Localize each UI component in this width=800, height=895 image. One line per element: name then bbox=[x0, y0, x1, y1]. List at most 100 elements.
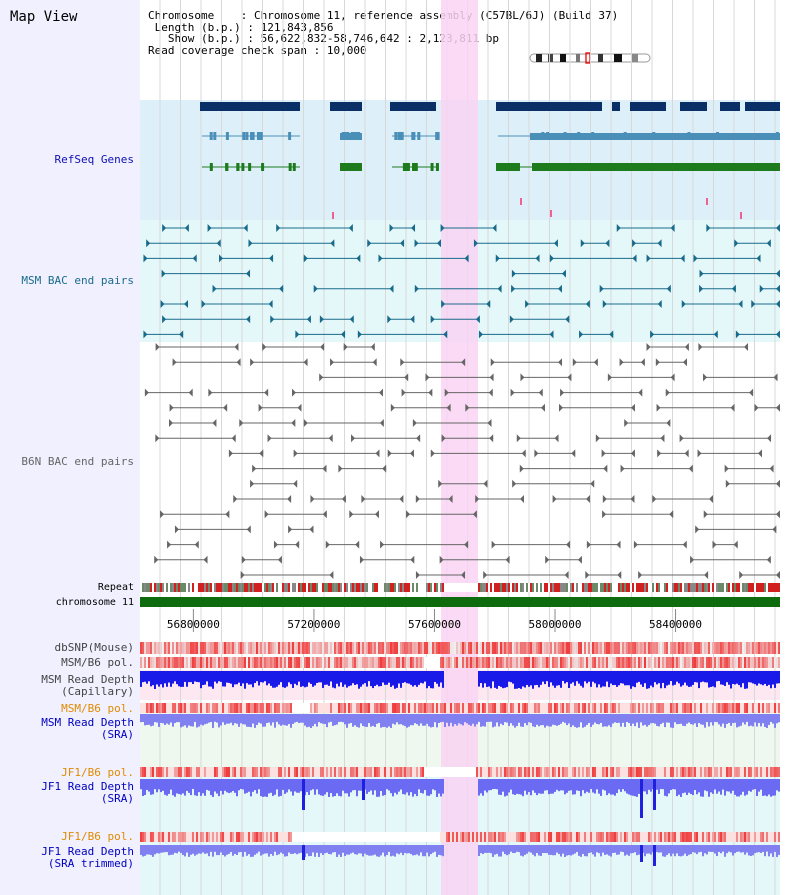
heat-bin bbox=[568, 767, 570, 777]
page-title: Map View bbox=[10, 9, 78, 25]
msm-bac-end bbox=[146, 239, 151, 248]
heat-bin bbox=[552, 657, 554, 668]
heat-bin bbox=[462, 767, 464, 777]
depth-bin bbox=[578, 779, 580, 791]
genome-browser-tracks[interactable]: 56800000 57200000 57600000 58000000 58400000 bbox=[140, 0, 780, 895]
heat-bin bbox=[212, 832, 214, 842]
heat-bin bbox=[704, 703, 706, 713]
repeat-segment bbox=[566, 583, 568, 592]
depth-bin bbox=[168, 714, 170, 725]
heat-bin bbox=[174, 832, 176, 842]
depth-bin bbox=[208, 714, 210, 723]
depth-bin bbox=[510, 671, 512, 683]
heat-bin bbox=[142, 703, 144, 713]
heat-bin bbox=[352, 767, 354, 777]
heat-bin bbox=[186, 657, 188, 668]
heat-bin bbox=[202, 657, 204, 668]
repeat-segment bbox=[748, 583, 750, 592]
depth-bin bbox=[212, 779, 214, 797]
heat-bin bbox=[532, 832, 534, 842]
repeat-segment bbox=[312, 583, 314, 592]
heat-bin bbox=[732, 767, 734, 777]
heat-bin bbox=[284, 703, 286, 713]
depth-bin bbox=[230, 714, 232, 723]
depth-bin bbox=[142, 845, 144, 857]
depth-bin bbox=[248, 671, 250, 685]
heat-bin bbox=[696, 642, 698, 654]
depth-bin bbox=[432, 671, 434, 689]
heat-bin bbox=[218, 767, 220, 777]
heat-bin bbox=[198, 642, 200, 654]
depth-bin bbox=[702, 779, 704, 797]
depth-bin bbox=[672, 779, 674, 790]
heat-bin bbox=[642, 642, 644, 654]
b6n-bac-end bbox=[239, 419, 244, 427]
heat-bin bbox=[636, 703, 638, 713]
heat-bin bbox=[432, 703, 434, 713]
depth-bin bbox=[294, 779, 296, 792]
depth-bin bbox=[646, 845, 648, 854]
b6n-bac-end bbox=[472, 510, 477, 519]
depth-bin bbox=[192, 779, 194, 789]
b6n-bac-end bbox=[630, 495, 635, 503]
depth-bin bbox=[516, 845, 518, 852]
depth-bin bbox=[700, 845, 702, 852]
heat-bin bbox=[488, 657, 490, 668]
heat-bin bbox=[514, 657, 516, 668]
heat-bin bbox=[324, 832, 326, 842]
depth-bin bbox=[296, 714, 298, 722]
heat-bin bbox=[404, 832, 406, 842]
depth-bin bbox=[416, 671, 418, 687]
heat-bin bbox=[570, 703, 572, 713]
heat-bin bbox=[360, 703, 362, 713]
depth-bin bbox=[546, 671, 548, 682]
repeat-segment bbox=[614, 583, 616, 592]
b6n-bac-end bbox=[303, 419, 308, 427]
b6n-bac-end bbox=[483, 571, 488, 579]
depth-bin bbox=[178, 779, 180, 795]
heat-bin bbox=[264, 657, 266, 668]
heat-bin bbox=[606, 657, 608, 668]
depth-bin bbox=[288, 671, 290, 683]
heat-bin bbox=[426, 703, 428, 713]
depth-bin bbox=[300, 845, 302, 853]
repeat-segment bbox=[360, 583, 362, 592]
depth-bin bbox=[330, 845, 332, 855]
depth-bin bbox=[710, 845, 712, 852]
b6n-bac-end bbox=[545, 555, 550, 564]
heat-bin bbox=[602, 767, 604, 777]
repeat-segment bbox=[202, 583, 204, 592]
heat-bin bbox=[660, 642, 662, 654]
heat-bin bbox=[416, 767, 418, 777]
label-msm-pol-2: MSM/B6 pol. bbox=[61, 702, 134, 715]
depth-bin bbox=[378, 845, 380, 857]
heat-bin bbox=[374, 642, 376, 654]
heat-bin bbox=[566, 767, 568, 777]
heat-bin bbox=[574, 767, 576, 777]
heat-bin bbox=[410, 832, 412, 842]
heat-bin bbox=[646, 832, 648, 842]
depth-bin bbox=[310, 671, 312, 684]
heat-bin bbox=[490, 767, 492, 777]
heat-bin bbox=[616, 657, 618, 668]
b6n-bac-end bbox=[776, 510, 780, 519]
heat-bin bbox=[714, 642, 716, 654]
depth-bin bbox=[598, 714, 600, 725]
depth-bin bbox=[588, 779, 590, 793]
heat-bin bbox=[244, 767, 246, 777]
depth-bin bbox=[348, 779, 350, 797]
heat-bin bbox=[272, 767, 274, 777]
depth-bin bbox=[650, 779, 652, 792]
depth-bin bbox=[658, 779, 660, 794]
depth-bin bbox=[736, 845, 738, 852]
repeat-segment bbox=[688, 583, 690, 592]
repeat-segment bbox=[768, 583, 770, 592]
heat-bin bbox=[340, 832, 342, 842]
heat-bin bbox=[612, 657, 614, 668]
repeat-segment bbox=[260, 583, 262, 592]
depth-bin bbox=[206, 779, 208, 790]
heat-bin bbox=[188, 703, 190, 713]
heat-bin bbox=[610, 832, 612, 842]
depth-bin bbox=[636, 779, 638, 797]
depth-bin bbox=[714, 714, 716, 722]
